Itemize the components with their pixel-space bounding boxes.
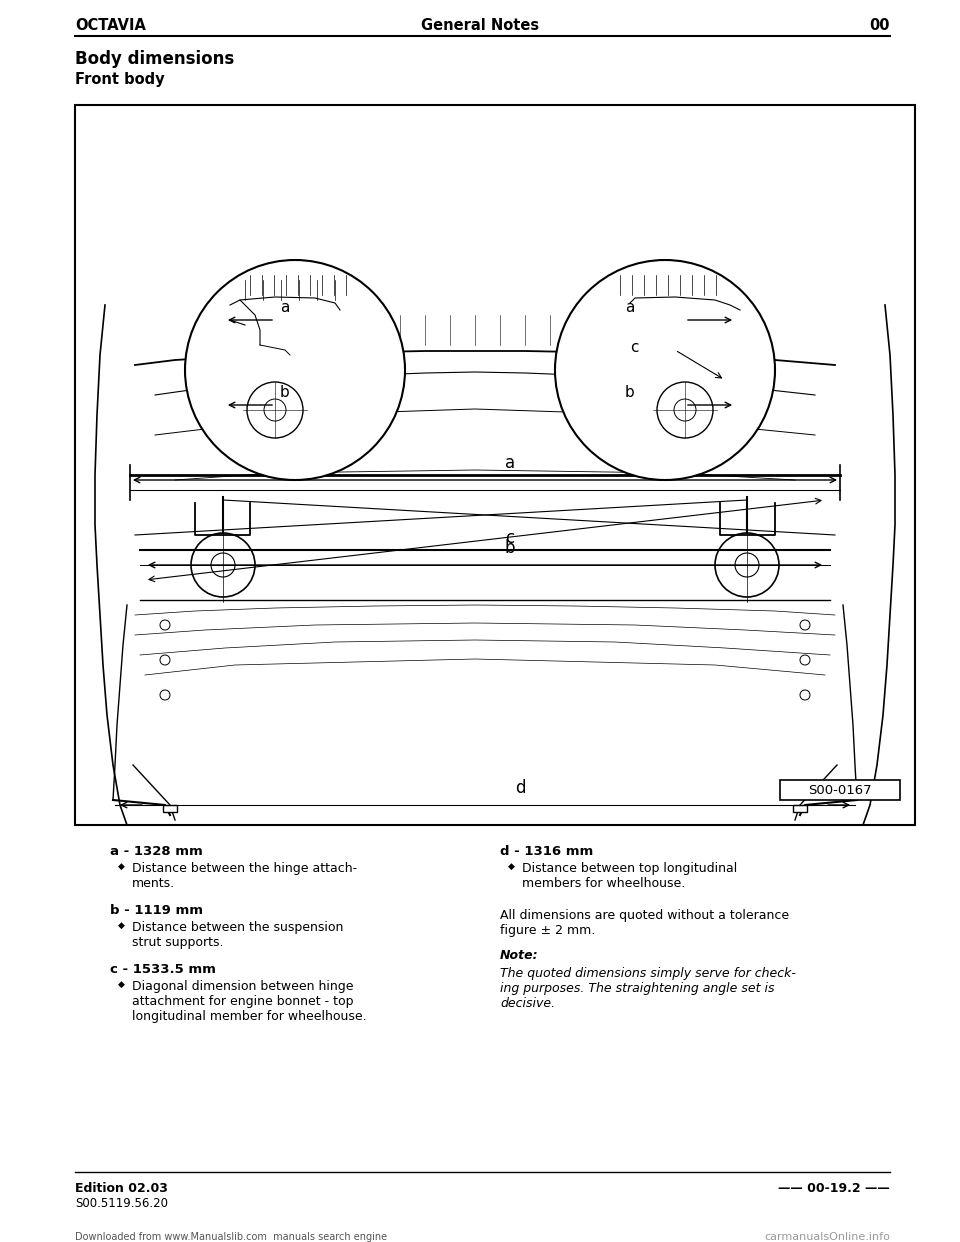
Text: c: c xyxy=(630,340,638,355)
Text: b - 1119 mm: b - 1119 mm xyxy=(110,904,203,917)
Text: members for wheelhouse.: members for wheelhouse. xyxy=(522,877,685,891)
Text: ◆: ◆ xyxy=(118,980,125,989)
Text: a - 1328 mm: a - 1328 mm xyxy=(110,845,203,858)
Text: a: a xyxy=(280,301,289,315)
Text: c - 1533.5 mm: c - 1533.5 mm xyxy=(110,963,216,976)
Text: ◆: ◆ xyxy=(508,862,515,871)
Bar xyxy=(75,106,915,825)
Text: All dimensions are quoted without a tolerance: All dimensions are quoted without a tole… xyxy=(500,909,789,922)
Text: a: a xyxy=(625,301,635,315)
Text: General Notes: General Notes xyxy=(420,17,540,34)
Text: a: a xyxy=(505,455,516,472)
Text: ments.: ments. xyxy=(132,877,175,891)
Text: Downloaded from www.Manualslib.com  manuals search engine: Downloaded from www.Manualslib.com manua… xyxy=(75,1232,387,1242)
Circle shape xyxy=(185,260,405,479)
Bar xyxy=(780,780,900,800)
Text: Distance between the hinge attach-: Distance between the hinge attach- xyxy=(132,862,357,876)
Text: Front body: Front body xyxy=(75,72,164,87)
Text: 00: 00 xyxy=(870,17,890,34)
Text: OCTAVIA: OCTAVIA xyxy=(75,17,146,34)
Text: attachment for engine bonnet - top: attachment for engine bonnet - top xyxy=(132,995,353,1009)
Text: b: b xyxy=(505,539,516,556)
Text: ◆: ◆ xyxy=(118,922,125,930)
Bar xyxy=(163,805,177,812)
Text: S00.5119.56.20: S00.5119.56.20 xyxy=(75,1197,168,1210)
Text: Body dimensions: Body dimensions xyxy=(75,50,234,68)
Text: S00-0167: S00-0167 xyxy=(808,784,872,796)
Text: b: b xyxy=(625,385,635,400)
Text: Distance between top longitudinal: Distance between top longitudinal xyxy=(522,862,737,876)
Text: ◆: ◆ xyxy=(118,862,125,871)
Bar xyxy=(793,805,807,812)
Text: carmanualsOnline.info: carmanualsOnline.info xyxy=(764,1232,890,1242)
Circle shape xyxy=(555,260,775,479)
Text: Diagonal dimension between hinge: Diagonal dimension between hinge xyxy=(132,980,353,994)
Text: d - 1316 mm: d - 1316 mm xyxy=(500,845,593,858)
Text: b: b xyxy=(280,385,290,400)
Text: ing purposes. The straightening angle set is: ing purposes. The straightening angle se… xyxy=(500,982,775,995)
Text: longitudinal member for wheelhouse.: longitudinal member for wheelhouse. xyxy=(132,1010,367,1023)
Text: The quoted dimensions simply serve for check-: The quoted dimensions simply serve for c… xyxy=(500,968,796,980)
Text: Note:: Note: xyxy=(500,949,539,963)
Text: strut supports.: strut supports. xyxy=(132,936,224,949)
Text: decisive.: decisive. xyxy=(500,997,555,1010)
Text: —— 00-19.2 ——: —— 00-19.2 —— xyxy=(779,1182,890,1195)
Text: figure ± 2 mm.: figure ± 2 mm. xyxy=(500,924,595,936)
Text: Distance between the suspension: Distance between the suspension xyxy=(132,922,344,934)
Text: Edition 02.03: Edition 02.03 xyxy=(75,1182,168,1195)
Text: d: d xyxy=(515,779,525,797)
Text: c: c xyxy=(505,529,515,546)
